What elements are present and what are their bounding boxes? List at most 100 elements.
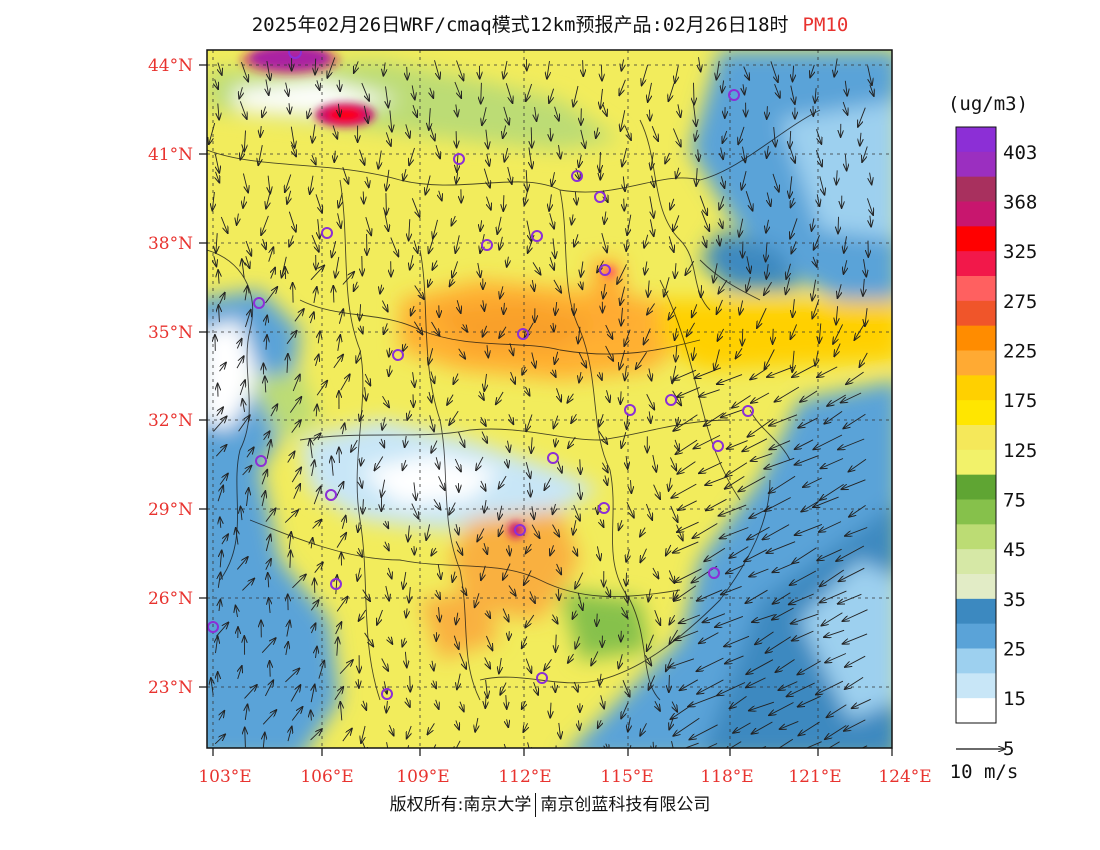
- wind-arrow: [246, 256, 250, 268]
- wind-arrow: [601, 232, 607, 252]
- wind-arrow: [556, 634, 557, 652]
- lon-label: 124°E: [878, 767, 931, 787]
- wind-arrow: [699, 57, 701, 71]
- wind-arrow: [575, 572, 584, 589]
- wind-arrow: [531, 437, 532, 453]
- wind-arrow: [389, 724, 393, 736]
- wind-arrow: [549, 213, 554, 229]
- wind-arrow: [436, 699, 439, 709]
- wind-arrow: [313, 487, 321, 505]
- wind-arrow: [454, 740, 461, 748]
- wind-arrow: [626, 572, 627, 586]
- wind-arrow: [265, 316, 267, 326]
- city-marker: [517, 328, 529, 340]
- wind-arrow: [730, 696, 747, 708]
- wind-arrow: [653, 484, 661, 499]
- wind-arrow: [844, 236, 847, 253]
- wind-arrow: [631, 480, 632, 493]
- wind-arrow: [262, 106, 266, 118]
- wind-arrow: [746, 659, 774, 675]
- wind-arrow: [310, 175, 313, 194]
- wind-arrow: [311, 685, 315, 703]
- wind-arrow: [669, 658, 695, 668]
- wind-arrow: [457, 673, 460, 690]
- colorbar-labels: 403 368 325 275 225 175 125 75 45 35 25 15 5: [1003, 142, 1037, 760]
- wind-arrow: [704, 547, 726, 561]
- wind-arrow: [312, 520, 322, 529]
- wind-arrow: [550, 702, 551, 718]
- wind-arrow: [526, 386, 530, 396]
- wind-arrow: [772, 563, 793, 572]
- wind-arrow: [573, 747, 575, 748]
- wind-arrow: [694, 367, 722, 378]
- wind-arrow: [290, 550, 291, 568]
- wind-arrow: [288, 727, 292, 742]
- wind-arrow: [580, 281, 582, 289]
- city-marker: [531, 230, 543, 242]
- wind-arrow: [769, 702, 794, 716]
- wind-arrow: [429, 391, 432, 402]
- wind-arrow: [487, 345, 488, 357]
- wind-arrow: [849, 505, 866, 516]
- wind-arrow: [429, 126, 435, 140]
- wind-arrow: [652, 175, 655, 188]
- wind-arrow: [293, 283, 294, 303]
- lat-label: 23°N: [148, 678, 193, 698]
- wind-arrow: [410, 255, 413, 270]
- wind-arrow: [456, 720, 459, 730]
- wind-arrow: [798, 721, 820, 736]
- wind-arrow: [219, 474, 228, 485]
- wind-arrow: [651, 126, 658, 141]
- wind-arrow: [772, 173, 779, 192]
- wind-arrow: [701, 285, 702, 297]
- wind-arrow: [553, 503, 556, 514]
- wind-arrow: [354, 281, 358, 291]
- wind-arrow: [524, 189, 527, 206]
- wind-arrow: [505, 83, 512, 103]
- wind-arrow: [457, 152, 458, 172]
- wind-arrow: [499, 236, 502, 250]
- wind-arrow: [555, 438, 556, 446]
- wind-arrow: [844, 260, 847, 274]
- wind-arrow: [770, 738, 794, 748]
- wind-arrow: [718, 234, 720, 246]
- wind-arrow: [624, 329, 631, 346]
- city-marker: [594, 191, 606, 203]
- colorbar-segment: [956, 673, 996, 699]
- wind-arrow: [267, 440, 271, 459]
- wind-arrow: [671, 483, 697, 498]
- wind-arrow: [503, 195, 504, 211]
- wind-arrow: [553, 415, 557, 429]
- wind-arrow: [456, 131, 457, 147]
- wind-arrow: [578, 326, 580, 344]
- city-marker: [392, 349, 404, 361]
- wind-arrow: [289, 235, 293, 246]
- wind-arrow: [338, 103, 340, 117]
- city-marker: [253, 297, 265, 309]
- wind-arrow: [510, 343, 513, 355]
- wind-arrow: [694, 104, 697, 127]
- copyright-right: 南京创蓝科技有限公司: [540, 795, 711, 815]
- wind-arrow: [261, 215, 269, 235]
- colorbar-segment: [956, 151, 996, 178]
- wind-arrow: [381, 300, 387, 312]
- wind-arrow: [867, 65, 872, 86]
- wind-arrow: [367, 176, 369, 188]
- wind-arrow: [838, 284, 842, 298]
- wind-arrow: [214, 734, 225, 745]
- wind-arrow: [311, 710, 312, 721]
- wind-arrow: [706, 498, 727, 510]
- wind-arrow: [764, 349, 775, 370]
- wind-arrow: [628, 717, 631, 731]
- wind-arrow: [678, 500, 697, 510]
- wind-arrow: [289, 103, 290, 113]
- wind-arrow: [483, 300, 485, 311]
- wind-arrow: [506, 695, 507, 709]
- wind-arrow: [215, 79, 218, 89]
- wind-arrow: [776, 659, 795, 673]
- wind-arrow: [332, 240, 336, 257]
- wind-arrow: [385, 541, 389, 551]
- wind-arrow: [384, 211, 389, 231]
- wind-arrow: [849, 458, 867, 471]
- wind-arrow: [291, 467, 301, 483]
